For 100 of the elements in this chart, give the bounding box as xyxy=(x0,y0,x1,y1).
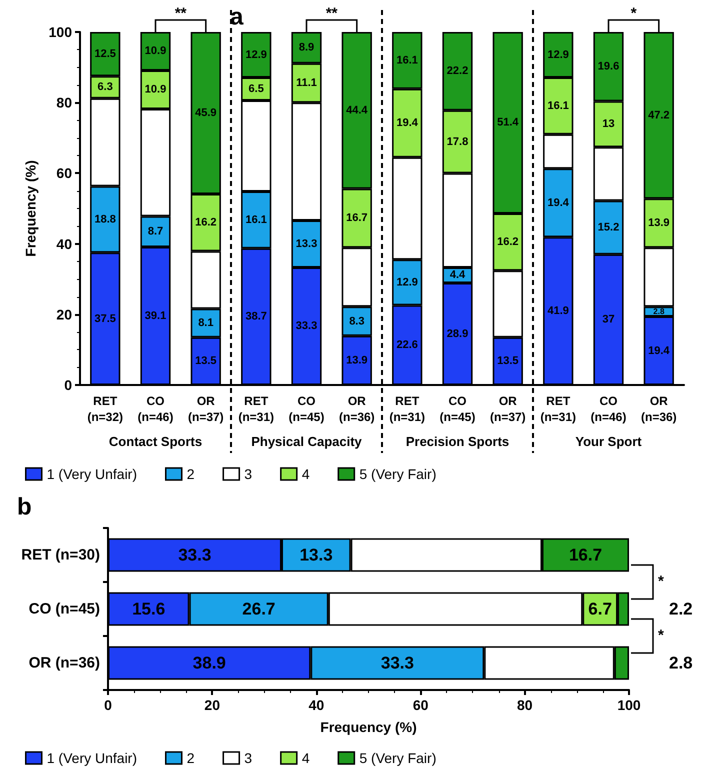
data-label: 16.2 xyxy=(195,216,217,229)
x-tick-label: CO (n=45) xyxy=(440,394,476,424)
data-label: 8.7 xyxy=(148,226,164,238)
data-label: 16.1 xyxy=(245,214,267,226)
data-label: 22.6 xyxy=(396,339,418,352)
data-label: 10.9 xyxy=(144,84,166,96)
x-tick-label: RET (n=31) xyxy=(238,394,274,424)
data-label: 39.1 xyxy=(144,310,166,322)
data-label: 33.3 xyxy=(380,654,414,672)
data-label: 13 xyxy=(602,118,615,130)
data-label: 2.2 xyxy=(669,600,693,618)
data-label: 19.4 xyxy=(547,196,570,209)
x-tick-label: RET (n=31) xyxy=(389,394,426,424)
data-label: 16.1 xyxy=(547,100,569,112)
y-tick-label: 40 xyxy=(56,236,72,252)
legend-label: 4 xyxy=(302,466,310,482)
data-label: 13.9 xyxy=(648,217,670,230)
x-axis-title: Frequency (%) xyxy=(320,719,417,735)
data-label: 6.5 xyxy=(248,83,264,96)
data-label: 8.3 xyxy=(349,315,364,328)
y-tick-label: CO (n=45) xyxy=(28,600,100,618)
y-tick-label: 80 xyxy=(56,94,72,111)
legend-label: 3 xyxy=(244,466,252,482)
data-label: 2.8 xyxy=(653,307,665,316)
x-tick-label: OR (n=37) xyxy=(490,394,526,424)
data-label: 13.9 xyxy=(346,354,368,366)
data-label: 16.2 xyxy=(497,236,519,248)
text: ** xyxy=(174,5,187,22)
data-label: 6.3 xyxy=(98,81,113,94)
data-label: 45.9 xyxy=(195,107,217,120)
data-label: 38.7 xyxy=(245,310,267,323)
data-label: 19.4 xyxy=(396,117,419,130)
x-tick-label: OR (n=36) xyxy=(338,394,375,424)
legend-label: 1 (Very Unfair) xyxy=(46,466,137,482)
data-label: 12.9 xyxy=(547,48,569,61)
data-label: 13.3 xyxy=(300,546,333,564)
legend-label: 5 (Very Fair) xyxy=(359,466,436,482)
legend-label: 2 xyxy=(186,466,195,482)
x-tick-label: RET (n=31) xyxy=(540,394,576,424)
x-tick-label: OR (n=36) xyxy=(640,394,677,424)
text: * xyxy=(658,627,664,644)
y-axis-title: Frequency (%) xyxy=(22,160,39,257)
legend-label: 5 (Very Fair) xyxy=(359,750,436,766)
data-label: 18.8 xyxy=(94,213,116,226)
data-label: 17.8 xyxy=(446,136,468,148)
data-label: 38.9 xyxy=(192,654,226,672)
legend-label: 2 xyxy=(186,750,195,766)
data-label: 2.8 xyxy=(669,654,693,672)
y-tick-label: RET (n=30) xyxy=(21,546,100,564)
data-label: 26.7 xyxy=(242,600,276,618)
data-label: 11.1 xyxy=(296,77,317,90)
x-tick-label: 0 xyxy=(104,697,112,713)
text: Your Sport xyxy=(575,434,642,449)
legend-label: 3 xyxy=(244,750,252,766)
x-tick-label: CO (n=45) xyxy=(288,394,324,424)
data-label: 22.2 xyxy=(446,65,468,78)
data-label: 12.9 xyxy=(245,48,267,61)
text: ** xyxy=(326,5,338,22)
x-tick-label: RET (n=32) xyxy=(87,394,124,424)
text: Precision Sports xyxy=(406,434,510,449)
data-label: 8.9 xyxy=(298,42,314,54)
data-label: 16.1 xyxy=(396,54,418,66)
text: Contact Sports xyxy=(108,434,202,449)
text: Physical Capacity xyxy=(251,434,363,449)
x-tick-label: CO (n=46) xyxy=(590,394,626,424)
data-label: 19.6 xyxy=(598,60,620,73)
x-tick-label: 100 xyxy=(617,697,641,713)
data-label: 13.5 xyxy=(497,355,519,368)
data-label: 8.1 xyxy=(198,317,214,330)
data-label: 19.4 xyxy=(648,344,670,357)
data-label: 4.4 xyxy=(450,269,466,282)
data-label: 37.5 xyxy=(94,312,116,325)
data-label: 15.6 xyxy=(132,600,166,618)
x-tick-label: 40 xyxy=(308,697,324,713)
data-label: 13.3 xyxy=(296,238,318,250)
y-tick-label: 60 xyxy=(56,165,72,182)
data-label: 12.5 xyxy=(94,48,116,60)
text: * xyxy=(630,5,637,22)
x-tick-label: 60 xyxy=(412,697,429,713)
text: * xyxy=(658,573,664,590)
data-label: 47.2 xyxy=(648,109,670,122)
data-label: 16.7 xyxy=(568,546,602,564)
legend-label: 4 xyxy=(302,750,310,766)
legend-label: 1 (Very Unfair) xyxy=(46,750,137,766)
data-label: 37 xyxy=(602,314,615,326)
y-tick-label: 100 xyxy=(48,24,72,40)
y-tick-label: OR (n=36) xyxy=(28,654,100,672)
data-label: 12.9 xyxy=(396,276,418,288)
data-label: 33.3 xyxy=(296,320,318,332)
x-tick-label: 20 xyxy=(204,697,220,713)
data-label: 16.7 xyxy=(346,212,368,224)
data-label: 13.5 xyxy=(195,355,217,368)
data-label: 33.3 xyxy=(178,546,212,564)
data-label: 6.7 xyxy=(588,600,612,618)
data-label: 10.9 xyxy=(144,45,166,58)
x-tick-label: 80 xyxy=(517,697,533,713)
y-tick-label: 0 xyxy=(64,377,72,393)
data-label: 41.9 xyxy=(547,305,569,318)
y-tick-label: 20 xyxy=(56,306,72,322)
x-tick-label: OR (n=37) xyxy=(188,394,224,424)
